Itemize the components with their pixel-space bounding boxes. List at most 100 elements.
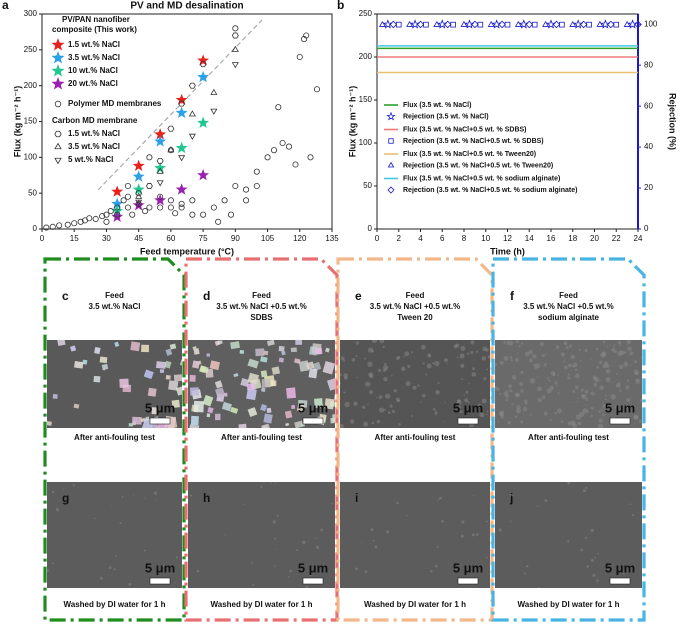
texture [584, 349, 588, 353]
texture [612, 381, 614, 383]
sem-background [47, 340, 182, 428]
marker [146, 204, 153, 211]
texture [443, 420, 445, 422]
texture [582, 397, 584, 399]
texture [575, 385, 579, 390]
crystal [151, 423, 158, 428]
panel-letter: e [355, 289, 362, 303]
legend-marker [54, 142, 62, 150]
y-tick-label: 200 [359, 52, 373, 61]
marker [623, 20, 631, 27]
texture [574, 373, 580, 379]
texture [393, 389, 397, 393]
crystal [284, 410, 293, 419]
texture [108, 566, 112, 570]
texture [444, 401, 446, 404]
crystal [311, 361, 322, 372]
feed-label: SDBS [250, 313, 273, 322]
y-tick-label: 250 [359, 9, 373, 18]
texture [618, 364, 624, 370]
legend-label: Rejection (3.5 wt. % NaCl+0.5 wt. % Twee… [403, 162, 553, 169]
marker [525, 20, 534, 29]
texture [364, 570, 368, 574]
texture [387, 411, 391, 415]
sem-background [340, 340, 490, 428]
x-tick-label: 15 [70, 234, 79, 243]
texture [563, 365, 568, 370]
legend-heading: Carbon MD membrane [52, 116, 138, 125]
marker [135, 192, 143, 199]
texture [367, 403, 369, 406]
texture [599, 379, 601, 381]
texture [455, 343, 460, 348]
marker [416, 20, 425, 29]
texture [522, 406, 528, 412]
texture [503, 355, 509, 361]
texture [436, 545, 439, 548]
texture [132, 494, 134, 496]
texture [464, 398, 469, 403]
texture [590, 391, 595, 396]
texture [355, 354, 358, 358]
legend-marker [51, 51, 65, 64]
scale-bar [302, 577, 324, 585]
texture [471, 533, 475, 537]
marker [232, 182, 239, 190]
crystal [278, 345, 285, 352]
texture [623, 351, 627, 354]
texture [470, 350, 474, 354]
marker [450, 21, 456, 28]
y-tick-label: 0 [368, 224, 373, 233]
texture [340, 423, 344, 428]
texture [590, 559, 594, 562]
marker [132, 183, 145, 195]
texture [343, 391, 346, 394]
texture [410, 351, 414, 354]
crystal [141, 344, 150, 353]
crystal [330, 417, 335, 424]
crystal [206, 353, 211, 357]
texture [577, 421, 582, 426]
marker [600, 19, 611, 29]
texture [633, 424, 635, 426]
legend-label: 1.5 wt.% NaCl [68, 40, 120, 49]
crystal [119, 378, 129, 388]
crystal [168, 380, 179, 391]
marker [107, 208, 114, 215]
texture [556, 384, 558, 387]
texture [526, 565, 529, 568]
texture [460, 345, 466, 351]
texture [356, 376, 359, 379]
texture [574, 368, 578, 372]
texture [417, 384, 420, 387]
marker [132, 170, 145, 182]
middle-label: After anti-fouling test [528, 433, 609, 442]
marker [464, 19, 475, 29]
scale-bar [302, 417, 324, 425]
marker [124, 204, 131, 211]
texture [398, 423, 401, 426]
crystal [266, 407, 272, 414]
sem-image [340, 340, 490, 428]
texture [567, 540, 570, 543]
crystal [73, 403, 80, 409]
marker [129, 211, 136, 218]
crystal [132, 416, 142, 425]
panel-letter: f [510, 289, 515, 303]
texture [605, 377, 611, 383]
texture [544, 499, 548, 503]
x-tick-label: 135 [325, 234, 339, 243]
crystal [290, 347, 297, 353]
texture [516, 405, 521, 410]
texture [435, 389, 440, 395]
panel-letter: g [62, 491, 69, 505]
marker [232, 25, 239, 32]
legend-label: Flux (3.5 wt. % NaCl) [403, 102, 471, 109]
marker [86, 215, 93, 222]
marker [156, 167, 164, 174]
texture [549, 385, 554, 391]
y2-tick-label: 20 [644, 183, 653, 192]
texture [432, 362, 435, 365]
texture [631, 514, 635, 517]
texture [485, 413, 488, 416]
